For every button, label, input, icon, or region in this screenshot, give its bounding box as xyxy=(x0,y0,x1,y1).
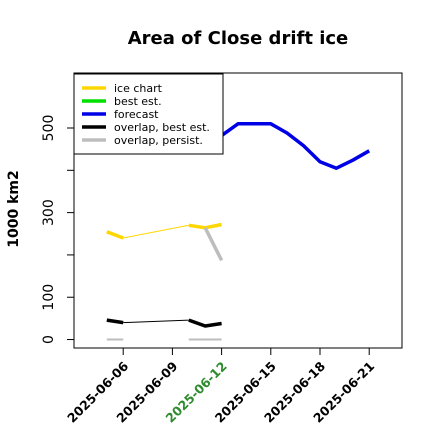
series-line-overlap-best-est- xyxy=(106,318,124,325)
legend-label: ice chart xyxy=(114,82,163,95)
series-line-ice-chart xyxy=(106,230,124,240)
legend-label: forecast xyxy=(114,108,159,121)
series-line-overlap-best-est- xyxy=(188,318,222,328)
legend-label: best est. xyxy=(114,95,162,108)
legend-label: overlap, persist. xyxy=(114,134,203,147)
y-axis-label: 1000 km2 xyxy=(6,170,22,247)
legend-label: overlap, best est. xyxy=(114,121,210,134)
series-line-overlap-persist- xyxy=(203,227,224,262)
chart-title: Area of Close drift ice xyxy=(128,28,349,49)
series-line-ice-chart xyxy=(123,224,189,239)
x-axis: 2025-06-062025-06-092025-06-122025-06-15… xyxy=(64,348,377,426)
y-tick-label: 300 xyxy=(41,199,57,226)
series-layer xyxy=(106,122,371,341)
series-line-overlap-best-est- xyxy=(123,319,189,324)
series-line-forecast xyxy=(220,122,371,170)
y-tick-label: 100 xyxy=(41,284,57,311)
y-tick-label: 500 xyxy=(41,115,57,142)
plot-frame xyxy=(73,72,403,349)
series-line-ice-chart xyxy=(188,222,222,230)
y-axis: 0 100 300 500 xyxy=(41,115,74,344)
y-tick-label: 0 xyxy=(41,335,57,344)
